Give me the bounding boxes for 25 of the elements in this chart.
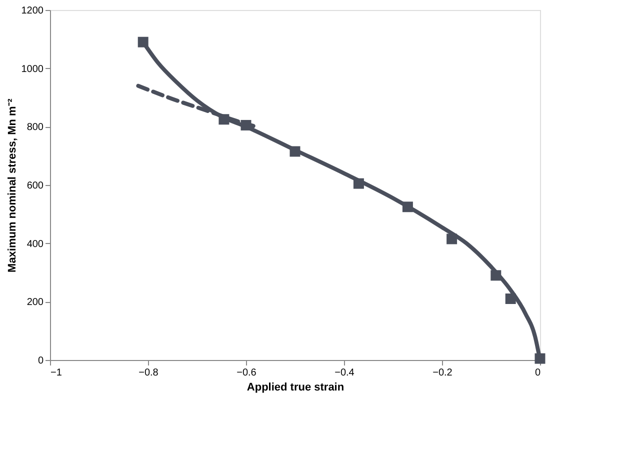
point bbox=[290, 146, 300, 157]
point bbox=[138, 36, 148, 48]
x-tick-label: −0.4 bbox=[334, 368, 355, 378]
x-tick-label: −1 bbox=[50, 368, 62, 378]
point bbox=[534, 353, 546, 364]
y-tick-label: 200 bbox=[26, 297, 44, 308]
x-tick-label: −0.2 bbox=[432, 368, 453, 378]
y-tick-label: 400 bbox=[26, 238, 44, 250]
y-tick-label: 0 bbox=[38, 356, 44, 366]
point bbox=[240, 120, 252, 130]
y-tick-label: 600 bbox=[26, 180, 44, 192]
point bbox=[402, 202, 413, 212]
y-tick-label: 800 bbox=[26, 122, 44, 134]
point bbox=[353, 178, 364, 189]
x-tick-label: −0.6 bbox=[236, 368, 257, 378]
point bbox=[490, 270, 502, 281]
y-tick-label: 1200 bbox=[21, 6, 44, 16]
x-tick-label: −0.8 bbox=[138, 368, 159, 378]
x-tick-label: 0 bbox=[534, 368, 541, 378]
point bbox=[446, 234, 458, 244]
x-axis-title: Applied true strain bbox=[246, 382, 344, 394]
y-axis-title: Maximum nominal stress, Mn m⁻² bbox=[6, 98, 18, 272]
point bbox=[218, 114, 230, 125]
y-tick-label: 1000 bbox=[21, 64, 44, 75]
point bbox=[505, 294, 516, 304]
